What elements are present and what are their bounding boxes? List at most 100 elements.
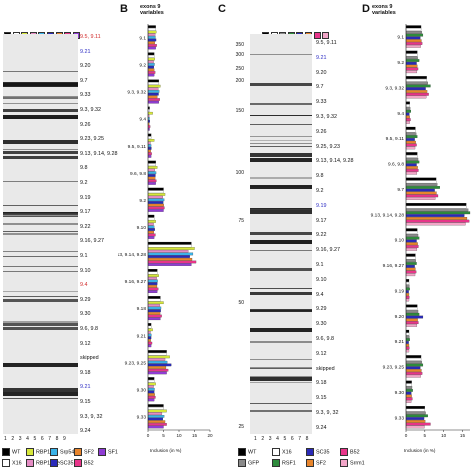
bar-b52: [405, 397, 413, 401]
bar-sf2: [405, 64, 418, 68]
bar-wt: [405, 126, 416, 130]
bar-gfp: [405, 411, 426, 415]
legend-label: SF2: [316, 460, 326, 467]
gel-band: [250, 328, 312, 333]
exon-label: 9.3, 9.32: [80, 107, 101, 113]
exon-label: 9.6, 9.8: [316, 336, 334, 342]
bar-rsf1: [405, 186, 440, 189]
panel-b-header: exons 9 variables: [140, 4, 164, 16]
bar-rbp1-like: [147, 168, 155, 172]
legend-swatch: [26, 448, 34, 456]
exon-label: 9.24: [316, 424, 327, 431]
bar-b52: [405, 219, 470, 223]
bar-gfp: [405, 157, 419, 161]
bar-b52: [405, 42, 423, 45]
bar-rbp1: [147, 30, 157, 34]
gel-band: [250, 410, 312, 412]
bar-srp54: [147, 36, 156, 39]
bar-sf2: [405, 39, 422, 43]
bar-sf2: [147, 285, 158, 288]
bar-sf2: [405, 267, 416, 271]
panel-letter-c: C: [218, 3, 226, 15]
bar-wt: [147, 323, 152, 326]
bar-sc35: [147, 38, 157, 42]
bar-sc35: [405, 87, 426, 91]
gel-band: [3, 397, 78, 400]
exon-label: 9.18: [316, 380, 327, 387]
legend-label: X16: [12, 460, 22, 467]
gel-band: [3, 82, 78, 87]
gel-band: [250, 123, 312, 125]
bar-rbp1-like: [147, 60, 154, 64]
gel-band: [3, 149, 78, 151]
bar-sc35: [405, 214, 465, 217]
legend-swatch: [340, 448, 348, 456]
exon-label: 9.15: [316, 395, 327, 402]
bar-sc35: [147, 309, 161, 313]
bar-x16: [405, 205, 467, 209]
bar-srrm1: [405, 44, 421, 48]
category-label: 9.5, 9.11: [386, 136, 405, 142]
bar-sf2: [147, 393, 155, 396]
legend-item: RSF1: [272, 459, 296, 467]
bar-sf1: [147, 182, 156, 185]
gel-image-a: [3, 34, 78, 434]
bar-b52: [147, 395, 156, 399]
exon-label: 9.30: [80, 311, 91, 318]
bar-srrm1: [405, 425, 425, 429]
panel-letter-d: D: [362, 3, 370, 15]
legend-item: B52: [74, 459, 94, 467]
category-label: 9.16, 9.27: [383, 263, 405, 269]
bar-b52: [147, 71, 156, 74]
bar-rbp1-like: [147, 277, 157, 280]
bar-sf1: [147, 155, 152, 158]
bar-rbp1: [147, 139, 155, 142]
bar-gfp: [405, 284, 410, 288]
exon-label: 9.1: [316, 262, 324, 268]
gel-band: [3, 233, 78, 235]
bar-srrm1: [405, 171, 418, 175]
bar-x16: [147, 190, 164, 194]
legend-label: SC35: [316, 449, 330, 456]
gel-band: [3, 97, 78, 99]
bar-srp54: [147, 171, 157, 175]
gel-band: [3, 290, 78, 292]
gel-band: [3, 214, 78, 216]
exon-label: 9.24: [80, 428, 91, 435]
chart-b: 9.1 9.2 9.3, 9.32 9.4 9.5, 9.11 9.6, 9.8 9.2 9.…: [118, 24, 213, 438]
bar-rbp1-like: [147, 195, 163, 199]
bar-sc35: [405, 391, 412, 395]
gel-band: [250, 381, 312, 383]
legend-item: RBP1-like: [26, 459, 60, 467]
legend-c: WT X16 SC35 B52 GFP RSF1 SF2 Srrm1: [236, 446, 376, 474]
gel-band: [250, 177, 312, 179]
legend-item: Srrm1: [340, 459, 365, 467]
exon-label: 9.16, 9.27: [80, 238, 104, 245]
gel-band: [3, 230, 78, 232]
bar-srp54: [147, 90, 160, 93]
bar-gfp: [405, 335, 410, 339]
exon-label: 9.1: [80, 253, 88, 259]
bar-sf2: [147, 95, 158, 99]
gel-band: [250, 292, 312, 295]
bar-wt: [147, 52, 155, 56]
legend-item: X16: [272, 448, 292, 456]
bar-rsf1: [405, 363, 424, 367]
gel-band: [250, 287, 312, 290]
bar-wt: [405, 177, 437, 181]
category-label: 9.3, 9.32: [127, 90, 146, 96]
gel-band: [250, 232, 312, 235]
bar-rsf1: [405, 262, 417, 265]
gel-band: [3, 271, 78, 273]
gel-band: [250, 341, 312, 343]
gel-band: [250, 136, 312, 138]
x-tick-label: 15: [192, 433, 198, 438]
bar-rsf1: [405, 414, 428, 418]
legend-item: WT: [238, 448, 256, 456]
bar-b52: [147, 368, 169, 372]
gel-band: [3, 387, 78, 392]
bar-x16: [405, 104, 410, 108]
bar-sc35: [147, 92, 159, 96]
exon-label: 9.3, 9, 32: [316, 410, 339, 416]
bar-srrm1: [405, 121, 410, 124]
